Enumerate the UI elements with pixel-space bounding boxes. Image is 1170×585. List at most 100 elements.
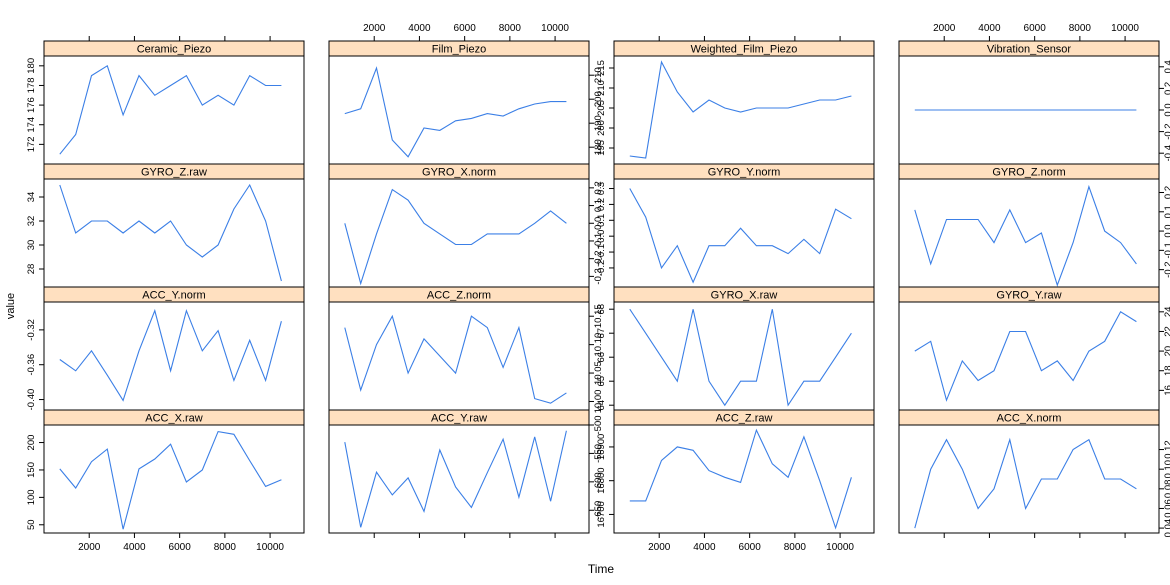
x-tick-label: 6000	[169, 542, 192, 553]
x-tick-label: 10000	[1111, 23, 1139, 34]
y-tick-label: 0.0	[593, 217, 604, 230]
series-line	[344, 188, 567, 286]
y-tick-label: 10.10	[593, 333, 604, 357]
x-tick-label: 4000	[123, 542, 146, 553]
y-tick-label: 10.15	[593, 304, 604, 328]
series-line	[59, 64, 282, 155]
y-tick-label: 22	[1163, 326, 1170, 337]
panel-title: Vibration_Sensor	[987, 44, 1072, 56]
panel-frame	[613, 301, 875, 411]
panel-title: GYRO_X.norm	[422, 167, 496, 179]
y-tick-label: 0.1	[596, 214, 607, 227]
y-tick-label: 172	[26, 136, 37, 152]
x-tick-label: 8000	[1069, 23, 1092, 34]
y-tick-label: 0.3	[596, 182, 607, 195]
x-tick-label: 4000	[978, 23, 1001, 34]
y-tick-label: -650	[593, 501, 604, 520]
panel-grid: Ceramic_Piezo 172 174 176 178 180 Film_Piezo 18…	[26, 23, 1170, 553]
y-tick-label: 195	[596, 140, 607, 156]
panel-title: GYRO_X.raw	[711, 290, 778, 302]
series-line	[914, 437, 1137, 529]
y-tick-label: 67	[596, 328, 607, 339]
panel: GYRO_Z.raw 28 30 32 34	[26, 163, 305, 288]
panel-frame	[43, 178, 305, 288]
y-tick-label: 20	[1163, 346, 1170, 357]
panel-frame	[328, 55, 590, 165]
y-tick-label: -0.2	[1163, 123, 1170, 139]
y-tick-label: 32	[26, 216, 37, 227]
panel-frame	[613, 424, 875, 534]
panel-title: ACC_Y.norm	[142, 290, 205, 302]
x-tick-label: 2000	[78, 542, 101, 553]
panel-title: ACC_X.raw	[145, 413, 203, 425]
series-line	[629, 308, 852, 407]
series-line	[629, 428, 852, 530]
y-tick-label: 10.05	[593, 361, 604, 385]
panel-title: ACC_Y.raw	[431, 413, 487, 425]
y-tick-label: 0.2	[1163, 186, 1170, 199]
panel-frame	[43, 55, 305, 165]
panel-frame	[43, 424, 305, 534]
panel-frame	[328, 301, 590, 411]
y-tick-label: 50	[26, 519, 37, 530]
x-axis-title: Time	[588, 562, 615, 576]
panel-frame	[613, 178, 875, 288]
y-tick-label: -0.2	[1163, 261, 1170, 277]
y-tick-label: -0.4	[1163, 145, 1170, 161]
panel-title: ACC_Z.norm	[427, 290, 491, 302]
y-tick-label: 205	[596, 100, 607, 116]
y-tick-label: 215	[596, 60, 607, 76]
panel-title: Film_Piezo	[432, 44, 486, 56]
y-tick-label: 0.0	[596, 230, 607, 243]
y-tick-label: 0.1	[1163, 205, 1170, 218]
x-tick-label: 10000	[541, 23, 569, 34]
y-tick-label: -550	[593, 444, 604, 463]
y-tick-label: 174	[26, 117, 37, 133]
y-tick-label: 18	[1163, 365, 1170, 376]
panel-title: GYRO_Z.raw	[141, 167, 207, 179]
panel: ACC_X.raw 50 100 150 200 2000 4000 6000 8000 1000…	[26, 409, 305, 553]
y-tick-label: 0.12	[1163, 440, 1170, 459]
panel-frame	[328, 424, 590, 534]
y-tick-label: -0.3	[593, 268, 604, 284]
y-tick-label: -0.2	[593, 250, 604, 266]
y-tick-label: 68	[596, 304, 607, 315]
panel: ACC_X.norm 0.040.060.080.100.12	[898, 409, 1170, 538]
y-tick-label: -0.1	[1163, 242, 1170, 258]
y-axis-title: value	[5, 293, 17, 319]
y-tick-label: 66	[596, 352, 607, 363]
panel: GYRO_Z.norm -0.2 -0.1 0.0 0.1 0.2	[898, 163, 1170, 288]
y-tick-label: 16900	[596, 434, 607, 460]
y-tick-label: 210	[593, 67, 604, 83]
y-tick-label: 0.10	[1163, 460, 1170, 479]
y-tick-label: -0.1	[596, 244, 607, 260]
y-tick-label: 10.00	[593, 390, 604, 414]
panel-frame	[613, 55, 875, 165]
panel-title: GYRO_Z.norm	[992, 167, 1065, 179]
panel-frame	[898, 178, 1160, 288]
y-tick-label: 200	[596, 120, 607, 136]
panel: GYRO_Y.norm-0.2-0.10.00.10.20.3	[596, 163, 875, 288]
series-line	[59, 308, 282, 402]
panel-frame	[898, 424, 1160, 534]
panel-title: Ceramic_Piezo	[137, 44, 212, 56]
y-tick-label: 0.06	[1163, 499, 1170, 518]
y-tick-label: 64	[596, 400, 607, 411]
panel: ACC_Z.raw 16700 16800 16900 2000 4000 6000 8000…	[596, 409, 875, 553]
y-tick-label: 34	[26, 192, 37, 203]
y-tick-label: 0.2	[1163, 82, 1170, 95]
y-tick-label: -0.32	[26, 319, 37, 341]
y-tick-label: 180	[593, 139, 604, 155]
x-tick-label: 2000	[648, 542, 671, 553]
y-tick-label: 176	[26, 97, 37, 113]
series-line	[344, 430, 567, 528]
y-tick-label: 16800	[596, 467, 607, 493]
x-tick-label: 2000	[933, 23, 956, 34]
y-tick-label: 180	[26, 58, 37, 74]
x-tick-label: 8000	[784, 542, 807, 553]
x-tick-label: 8000	[214, 542, 237, 553]
y-tick-label: 0.1	[593, 199, 604, 212]
panel-title: Weighted_Film_Piezo	[691, 44, 798, 56]
